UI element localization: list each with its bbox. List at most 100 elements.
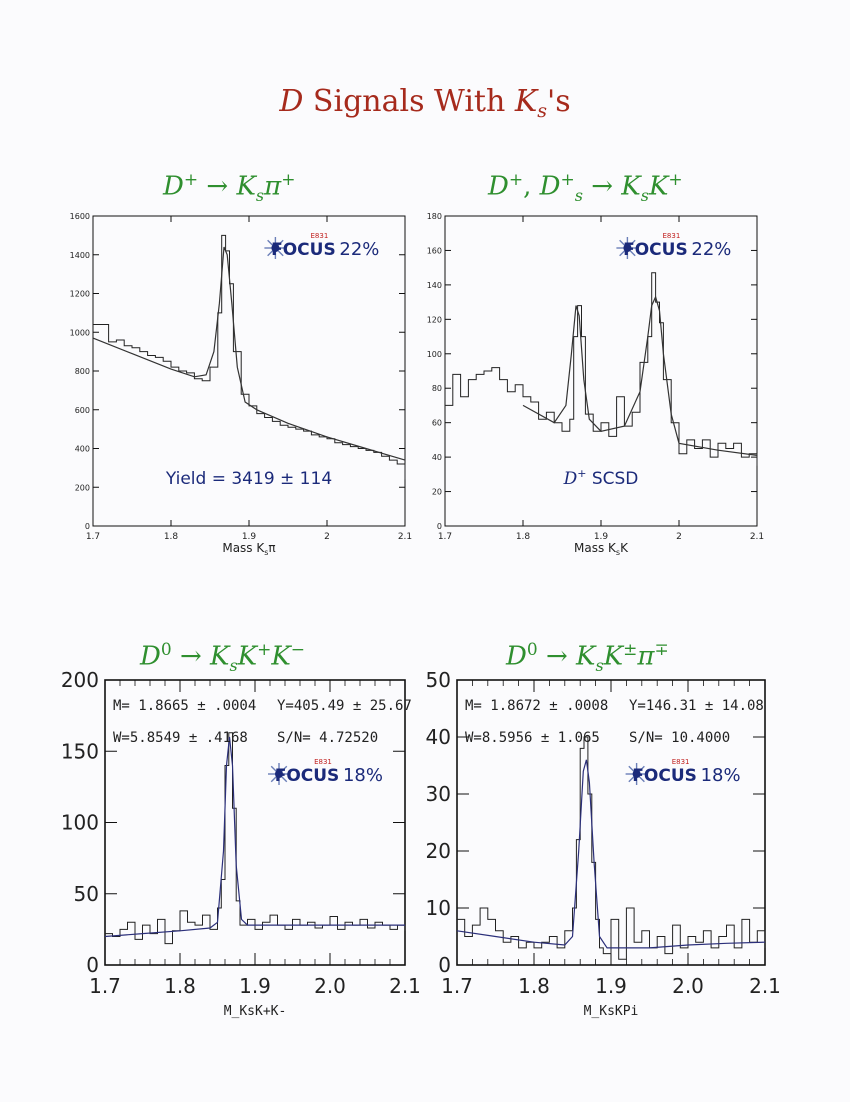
x-tick-label: 1.8 bbox=[164, 974, 196, 998]
fit-signal-noise: S/N= 10.4000 bbox=[629, 730, 730, 746]
x-tick-label: 2 bbox=[676, 532, 682, 542]
x-tick-label: 2.1 bbox=[750, 532, 764, 542]
y-tick-label: 0 bbox=[85, 522, 90, 531]
panel-2-title-comma: , bbox=[523, 171, 540, 202]
x-tick-label: 1.8 bbox=[164, 532, 179, 542]
x-tick-label: 2.0 bbox=[314, 974, 346, 998]
y-tick-label: 140 bbox=[427, 281, 442, 290]
x-axis-label: Mass Ksπ bbox=[222, 541, 275, 557]
panel-2-title-d: D bbox=[488, 171, 509, 202]
focus-logo-4 bbox=[625, 763, 648, 785]
histogram-series-4 bbox=[457, 736, 766, 960]
panel-3-title-kplus-sup: + bbox=[257, 640, 272, 660]
x-tick-label: 1.9 bbox=[595, 974, 627, 998]
y-tick-label: 600 bbox=[75, 406, 90, 415]
y-tick-label: 80 bbox=[432, 384, 442, 393]
panel-3-title-kminus: K bbox=[271, 641, 291, 672]
x-axis-label: M_KsK+K- bbox=[224, 1004, 287, 1019]
focus-logo-2 bbox=[616, 237, 639, 259]
panel-2-title-k-sub: s bbox=[640, 185, 649, 205]
fit-curve-4 bbox=[456, 759, 766, 949]
y-tick-label: 0 bbox=[438, 953, 451, 977]
histogram-series-1 bbox=[93, 234, 406, 480]
panel-4-title-k-sub: s bbox=[595, 655, 604, 675]
panel-4-title: D0 → KsK±π∓ bbox=[506, 640, 669, 675]
x-tick-label: 1.7 bbox=[89, 974, 121, 998]
y-tick-label: 200 bbox=[61, 668, 99, 692]
fit-curve-2 bbox=[522, 295, 758, 456]
x-axis-label: M_KsKPi bbox=[584, 1004, 639, 1019]
panel-2-title-d-sup: + bbox=[508, 170, 524, 190]
panel-3-title-k: K bbox=[210, 641, 230, 672]
title-k: K bbox=[514, 84, 538, 119]
x-tick-label: 2.1 bbox=[398, 532, 412, 542]
panel-4-title-k: K bbox=[576, 641, 596, 672]
y-tick-label: 100 bbox=[61, 811, 99, 835]
title-end: 's bbox=[547, 84, 571, 119]
panel-3-title-d: D bbox=[140, 641, 161, 672]
x-tick-label: 2.0 bbox=[672, 974, 704, 998]
focus-logo-badge: E831 bbox=[672, 758, 690, 766]
y-tick-label: 400 bbox=[75, 445, 90, 454]
panel-2-title-k2-sup: + bbox=[668, 170, 683, 190]
fit-curve-3 bbox=[104, 736, 405, 938]
panel-1-title: D+ → Ksπ+ bbox=[163, 170, 295, 205]
panel-4-title-d-sup: 0 bbox=[526, 640, 538, 660]
fit-mean: M= 1.8672 ± .0008 bbox=[465, 698, 608, 714]
page-title: D Signals With Ks's bbox=[0, 84, 850, 122]
fit-signal-noise: S/N= 4.72520 bbox=[277, 730, 378, 746]
histogram-series-2 bbox=[445, 272, 758, 466]
fit-curve-1 bbox=[92, 246, 406, 461]
focus-logo-text: FOCUS bbox=[271, 240, 336, 260]
starburst-icon bbox=[271, 244, 280, 252]
panel-4-title-pi-sup: ∓ bbox=[654, 640, 669, 660]
logo-percent: 22% bbox=[691, 239, 731, 260]
yield-annotation: Yield = 3419 ± 114 bbox=[165, 469, 332, 489]
panel-1-title-arrow: → bbox=[198, 171, 237, 202]
y-tick-label: 180 bbox=[427, 212, 442, 221]
y-tick-label: 0 bbox=[86, 953, 99, 977]
focus-logo-text: FOCUS bbox=[623, 240, 688, 260]
focus-logo-text: FOCUS bbox=[275, 766, 340, 786]
y-tick-label: 1600 bbox=[70, 212, 90, 221]
y-tick-label: 200 bbox=[75, 483, 90, 492]
y-tick-label: 160 bbox=[427, 246, 442, 255]
panel-2-title-ds-sup: + bbox=[560, 170, 575, 190]
x-tick-label: 1.8 bbox=[518, 974, 550, 998]
y-tick-label: 100 bbox=[427, 350, 442, 359]
focus-logo-text: FOCUS bbox=[632, 766, 697, 786]
panel-1-title-d: D bbox=[163, 171, 184, 202]
panel-1-title-k: K bbox=[236, 171, 256, 202]
x-tick-label: 2 bbox=[324, 532, 330, 542]
panel-1-title-pi-sup: + bbox=[281, 170, 296, 190]
focus-logo-badge: E831 bbox=[663, 232, 681, 240]
focus-logo-badge: E831 bbox=[314, 758, 332, 766]
panel-2-title-ds-sub: s bbox=[574, 185, 583, 205]
y-tick-label: 50 bbox=[74, 882, 99, 906]
y-tick-label: 0 bbox=[437, 522, 442, 531]
x-tick-label: 1.7 bbox=[86, 532, 100, 542]
fit-mean: M= 1.8665 ± .0004 bbox=[113, 698, 256, 714]
logo-percent: 22% bbox=[339, 239, 379, 260]
scsd-annotation: D+ SCSD bbox=[563, 467, 639, 489]
x-tick-label: 1.9 bbox=[242, 532, 257, 542]
starburst-icon bbox=[275, 770, 283, 778]
fit-yield: Y=405.49 ± 25.67 bbox=[277, 698, 412, 714]
starburst-icon bbox=[632, 770, 641, 778]
panel-3-title: D0 → KsK+K− bbox=[140, 640, 305, 675]
y-tick-label: 20 bbox=[426, 839, 451, 863]
logo-percent: 18% bbox=[343, 765, 383, 786]
x-tick-label: 1.9 bbox=[594, 532, 609, 542]
panel-4-title-arrow: → bbox=[537, 641, 577, 672]
y-tick-label: 1200 bbox=[70, 290, 90, 299]
x-axis-label: Mass KsK bbox=[574, 541, 629, 557]
panel-3-title-k-sub: s bbox=[229, 655, 238, 675]
panel-4-title-kpm-sup: ± bbox=[623, 640, 638, 660]
title-middle: Signals With bbox=[303, 84, 515, 119]
title-k-sub: s bbox=[537, 100, 548, 122]
x-tick-label: 1.7 bbox=[438, 532, 452, 542]
x-tick-label: 2.1 bbox=[389, 974, 421, 998]
x-tick-label: 1.9 bbox=[239, 974, 271, 998]
starburst-icon bbox=[623, 244, 632, 252]
